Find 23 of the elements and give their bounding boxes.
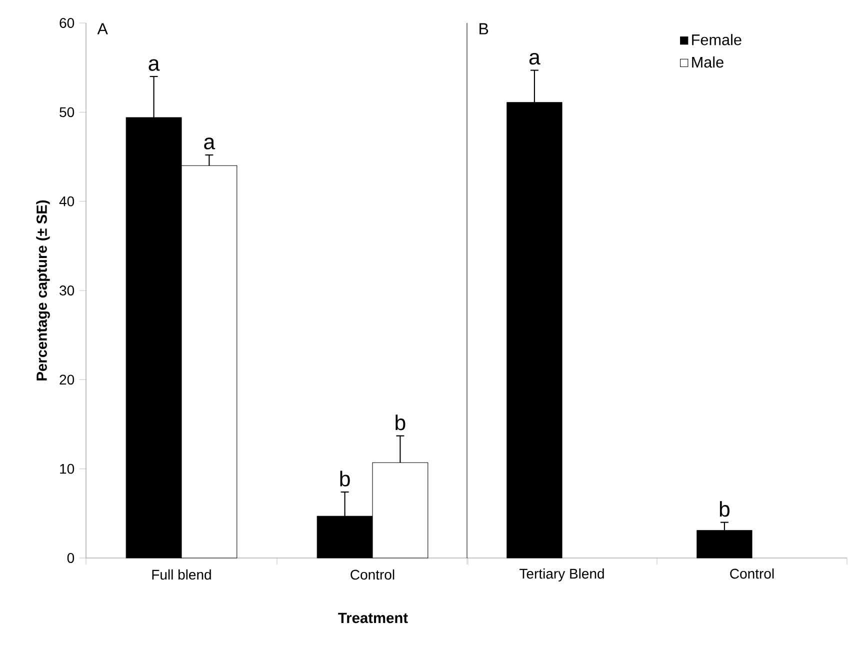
x-tick-label: Control xyxy=(730,568,774,579)
y-tick-label: 20 xyxy=(60,374,74,385)
annotation: a xyxy=(204,138,216,150)
x-tick-label: Full blend xyxy=(152,569,211,580)
annotation: b xyxy=(396,414,406,430)
annotation: a xyxy=(529,52,540,65)
annotation: a xyxy=(148,59,160,71)
x-tick-label: Tertiary Blend xyxy=(520,568,604,582)
annotation: b xyxy=(720,501,730,517)
x-tick-label: Control xyxy=(350,569,394,580)
chart-title: B xyxy=(480,23,488,34)
y-tick-label: 10 xyxy=(60,464,74,474)
y-tick-label: 40 xyxy=(59,196,74,206)
annotation: b xyxy=(340,470,350,486)
legend-label: Male xyxy=(692,56,724,68)
y-tick-label: 0 xyxy=(67,553,74,563)
y-tick-label: 60 xyxy=(60,18,74,28)
chart-title: A xyxy=(97,23,108,34)
y-tick-label: 30 xyxy=(60,286,74,296)
x-axis-title: Treatment xyxy=(338,612,408,624)
legend-label: Female xyxy=(692,34,742,46)
y-axis-title: Percentage capture (± SE) xyxy=(36,200,50,380)
y-tick-label: 50 xyxy=(60,107,74,118)
